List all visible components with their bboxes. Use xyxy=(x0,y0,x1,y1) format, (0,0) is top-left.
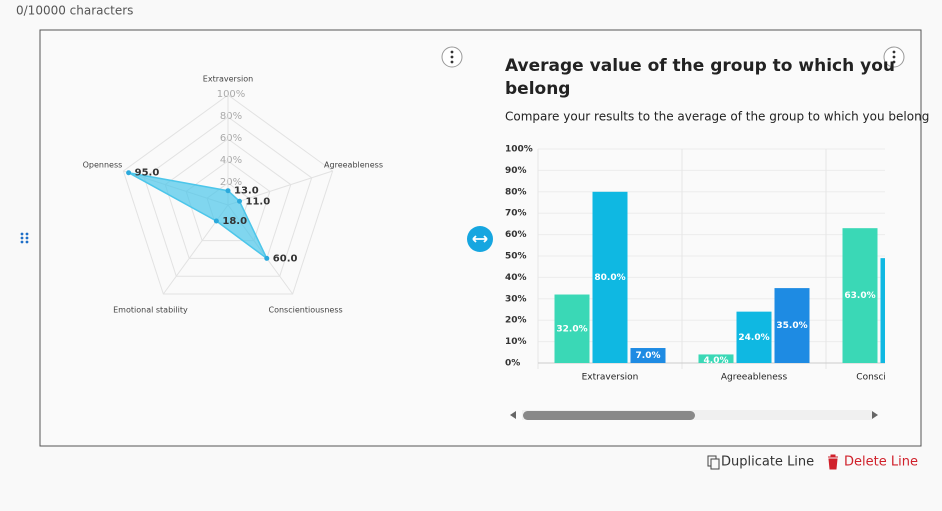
grid-ring xyxy=(143,116,313,277)
char-count: 0/10000 characters xyxy=(16,4,133,18)
value-label: 7.0% xyxy=(636,351,661,361)
y-tick-label: 60% xyxy=(505,230,527,240)
radar-area xyxy=(128,171,268,259)
plot: Extraversion Agreeableness Conscientiousne… xyxy=(537,148,940,383)
y-tick-label: 30% xyxy=(505,294,527,304)
drag-handle[interactable] xyxy=(20,232,29,244)
bar xyxy=(880,258,885,363)
value-label: 60.0 xyxy=(273,253,298,264)
bar xyxy=(554,294,590,363)
radar-point xyxy=(126,170,132,176)
radar-point xyxy=(213,218,219,224)
value-label: 35.0% xyxy=(776,321,807,331)
value-label: 63.0% xyxy=(844,291,875,301)
radar-point xyxy=(237,198,243,204)
delete-label: Delete Line xyxy=(844,455,918,470)
radar-point xyxy=(225,188,231,194)
scrollbar[interactable] xyxy=(510,410,878,420)
x-tick-label: Extraversion xyxy=(582,373,639,383)
chart-title: Average value of the group to which you b… xyxy=(505,56,895,99)
r-tick-label: 20% xyxy=(220,177,242,188)
legend-swatch xyxy=(937,392,942,401)
y-tick-label: 50% xyxy=(505,252,527,262)
y-tick-label: 20% xyxy=(505,316,527,326)
menu-button[interactable] xyxy=(441,46,463,68)
axis-spoke xyxy=(227,170,333,206)
category-label: Conscientiousness xyxy=(269,306,343,315)
duplicate-button[interactable]: Duplicate Line xyxy=(707,455,814,470)
duplicate-label: Duplicate Line xyxy=(721,455,814,470)
r-tick-label: 100% xyxy=(217,89,246,100)
bar xyxy=(630,348,666,363)
grid-ring xyxy=(164,138,292,259)
category-label: Extraversion xyxy=(203,75,253,84)
y-tick-label: 90% xyxy=(505,166,527,176)
bar xyxy=(736,311,772,363)
value-label: 11.0 xyxy=(246,196,271,207)
r-tick-label: 40% xyxy=(220,155,242,166)
bar xyxy=(774,288,810,363)
bar xyxy=(698,354,734,363)
value-label: 13.0 xyxy=(234,186,259,197)
y-tick-label: 40% xyxy=(505,273,527,283)
category-label: Openness xyxy=(83,160,123,169)
r-tick-label: 80% xyxy=(220,111,242,122)
value-label: 18.0 xyxy=(222,216,247,227)
grid-ring xyxy=(122,94,334,295)
chart-subtitle: Compare your results to the average of t… xyxy=(505,110,929,124)
y-tick-label: 0% xyxy=(505,359,520,369)
category-label: Agreeableness xyxy=(324,160,383,169)
y-tick-label: 10% xyxy=(505,337,527,347)
bar xyxy=(842,228,878,363)
delete-button[interactable]: Delete Line xyxy=(828,454,918,470)
value-label: 95.0 xyxy=(135,168,160,179)
x-tick-label: Agreeableness xyxy=(721,373,788,383)
value-label: 24.0% xyxy=(738,333,769,343)
menu-button[interactable] xyxy=(883,46,905,68)
y-tick-label: 100% xyxy=(505,145,533,155)
value-label: 32.0% xyxy=(556,324,587,334)
value-label: 4.0% xyxy=(704,356,729,366)
x-tick-label: Conscientiousness xyxy=(856,373,940,383)
r-tick-label: 60% xyxy=(220,133,242,144)
bar xyxy=(592,191,628,363)
swap-toggle[interactable] xyxy=(467,226,493,252)
y-tick-label: 70% xyxy=(505,209,527,219)
y-tick-label: 80% xyxy=(505,187,527,197)
category-label: Emotional stability xyxy=(113,306,188,315)
value-label: 80.0% xyxy=(594,273,625,283)
radar-point xyxy=(264,255,270,261)
